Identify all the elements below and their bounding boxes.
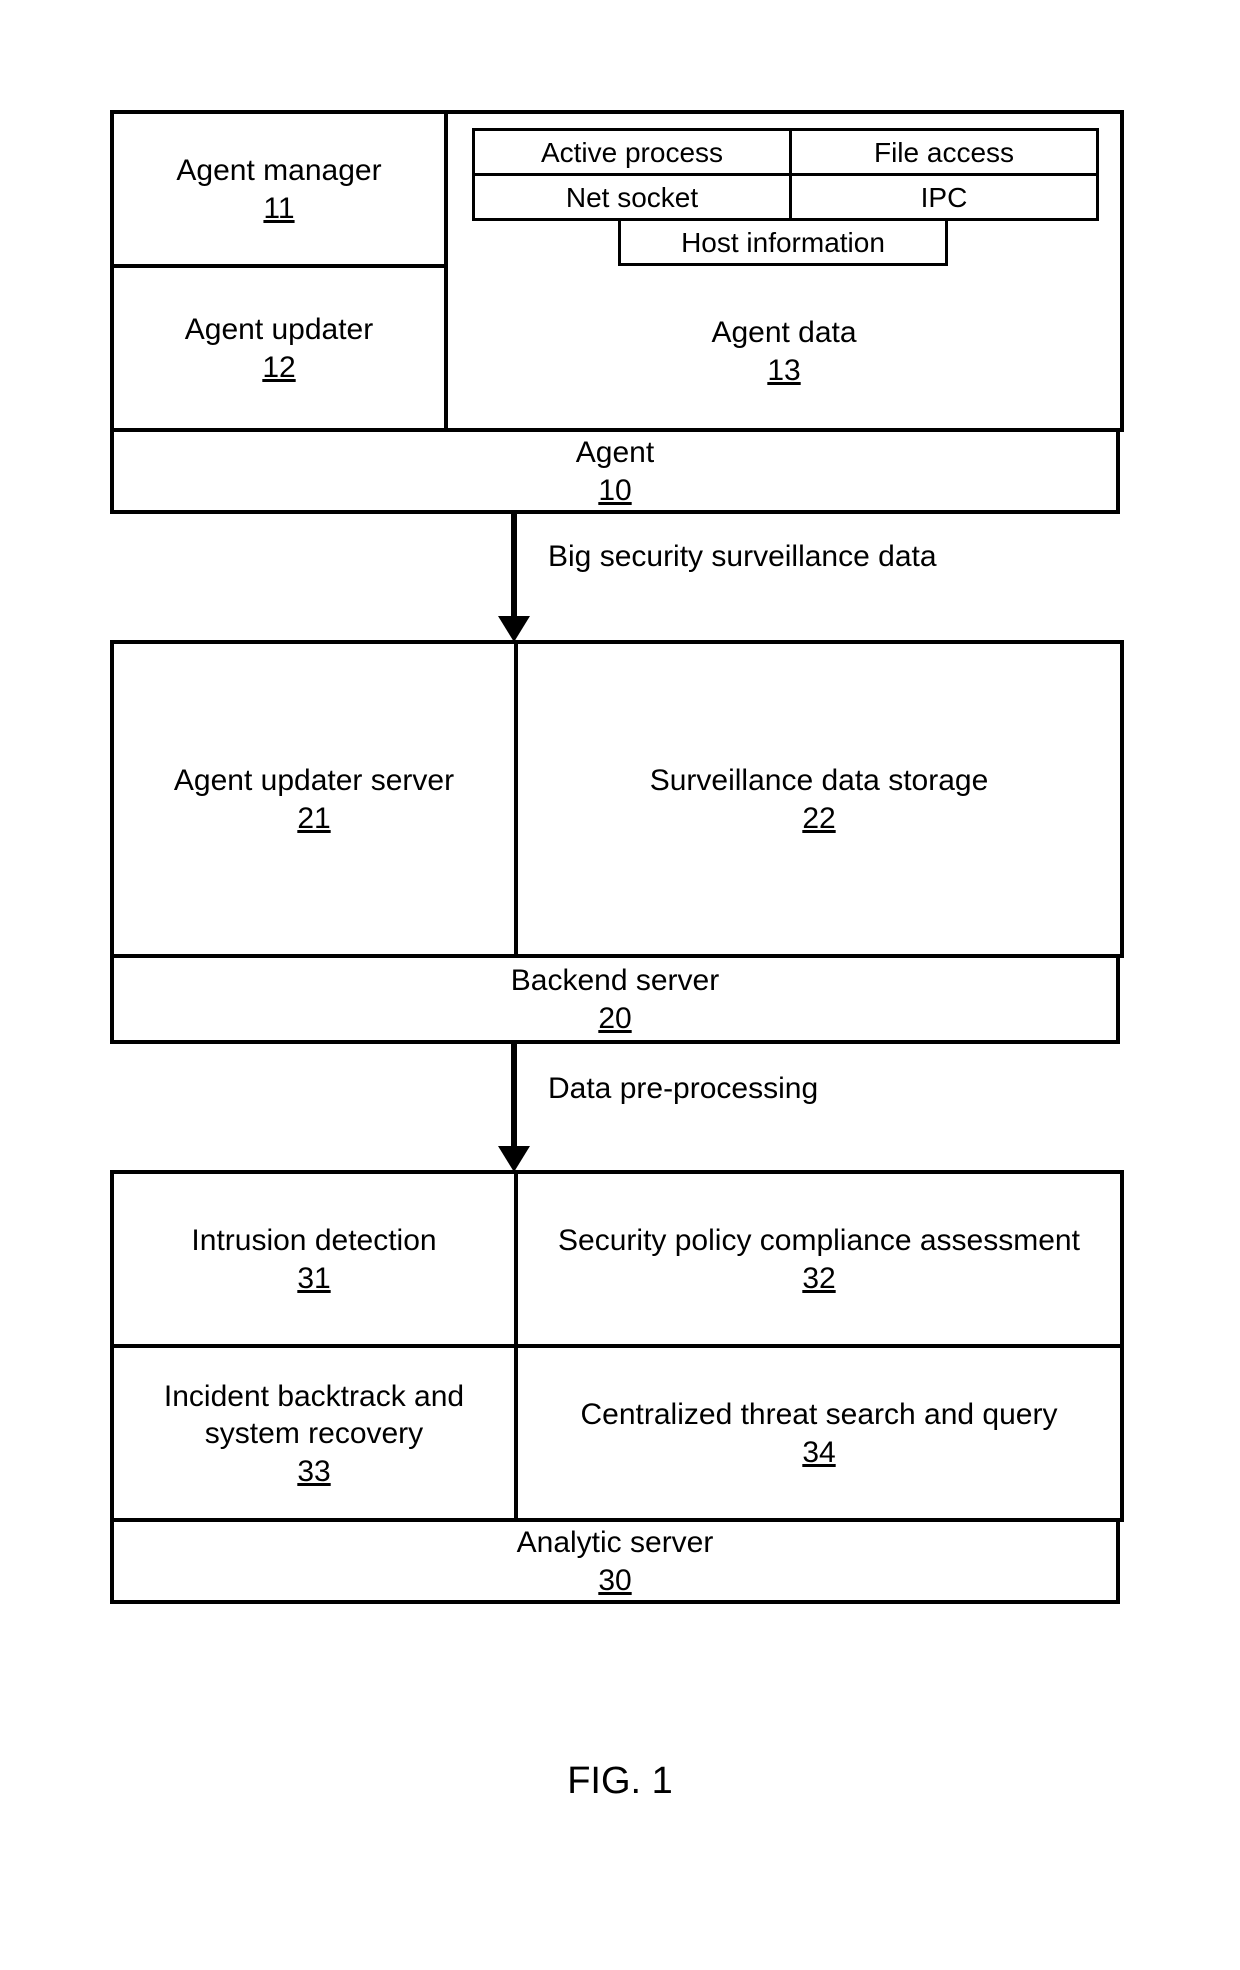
agent-data-label: Agent data [448, 314, 1120, 352]
analytic-footer: Analytic server 30 [110, 1518, 1120, 1604]
policy-compliance-ref: 32 [802, 1262, 835, 1296]
analytic-ref: 30 [598, 1564, 631, 1598]
agent-title: Agent [576, 434, 654, 472]
agent-manager-ref: 11 [263, 192, 294, 226]
arrow-1-label: Big security surveillance data [548, 540, 937, 574]
agent-data-box: Active process File access Net socket IP… [444, 110, 1124, 432]
analytic-title: Analytic server [517, 1524, 714, 1562]
agent-updater-server-box: Agent updater server 21 [110, 640, 518, 958]
surveillance-storage-label: Surveillance data storage [650, 762, 989, 800]
file-access-label: File access [874, 135, 1014, 170]
arrow-2-label: Data pre-processing [548, 1072, 818, 1106]
incident-backtrack-box: Incident backtrack and system recovery 3… [110, 1344, 518, 1522]
host-information-box: Host information [618, 218, 948, 266]
net-socket-label: Net socket [566, 180, 698, 215]
agent-manager-box: Agent manager 11 [110, 110, 448, 268]
surveillance-storage-ref: 22 [802, 802, 835, 836]
policy-compliance-box: Security policy compliance assessment 32 [514, 1170, 1124, 1348]
file-access-box: File access [789, 128, 1099, 176]
agent-manager-label: Agent manager [176, 152, 381, 190]
diagram-page: Agent manager 11 Agent updater 12 Active… [0, 0, 1240, 1970]
agent-ref: 10 [598, 474, 631, 508]
incident-backtrack-ref: 33 [297, 1455, 330, 1489]
backend-title: Backend server [511, 962, 719, 1000]
agent-data-ref: 13 [448, 354, 1120, 388]
arrow-1-shaft [511, 510, 517, 620]
agent-updater-server-label: Agent updater server [174, 762, 454, 800]
intrusion-detection-ref: 31 [297, 1262, 330, 1296]
surveillance-storage-box: Surveillance data storage 22 [514, 640, 1124, 958]
active-process-box: Active process [472, 128, 792, 176]
threat-search-label: Centralized threat search and query [581, 1396, 1058, 1434]
arrow-2-head [498, 1146, 530, 1172]
backend-block: Agent updater server 21 Surveillance dat… [110, 640, 1120, 1040]
intrusion-detection-label: Intrusion detection [191, 1222, 436, 1260]
agent-block: Agent manager 11 Agent updater 12 Active… [110, 110, 1120, 510]
analytic-block: Intrusion detection 31 Security policy c… [110, 1170, 1120, 1600]
agent-footer: Agent 10 [110, 428, 1120, 514]
arrow-2-shaft [511, 1040, 517, 1150]
backend-footer: Backend server 20 [110, 954, 1120, 1044]
policy-compliance-label: Security policy compliance assessment [558, 1222, 1080, 1260]
agent-updater-label: Agent updater [185, 311, 373, 349]
agent-updater-server-ref: 21 [297, 802, 330, 836]
arrow-1-head [498, 616, 530, 642]
active-process-label: Active process [541, 135, 723, 170]
agent-updater-box: Agent updater 12 [110, 264, 448, 432]
figure-caption: FIG. 1 [0, 1760, 1240, 1803]
backend-ref: 20 [598, 1002, 631, 1036]
threat-search-box: Centralized threat search and query 34 [514, 1344, 1124, 1522]
threat-search-ref: 34 [802, 1436, 835, 1470]
ipc-box: IPC [789, 173, 1099, 221]
intrusion-detection-box: Intrusion detection 31 [110, 1170, 518, 1348]
ipc-label: IPC [921, 180, 968, 215]
agent-updater-ref: 12 [262, 351, 295, 385]
net-socket-box: Net socket [472, 173, 792, 221]
incident-backtrack-label: Incident backtrack and system recovery [134, 1378, 494, 1453]
host-information-label: Host information [681, 225, 885, 260]
